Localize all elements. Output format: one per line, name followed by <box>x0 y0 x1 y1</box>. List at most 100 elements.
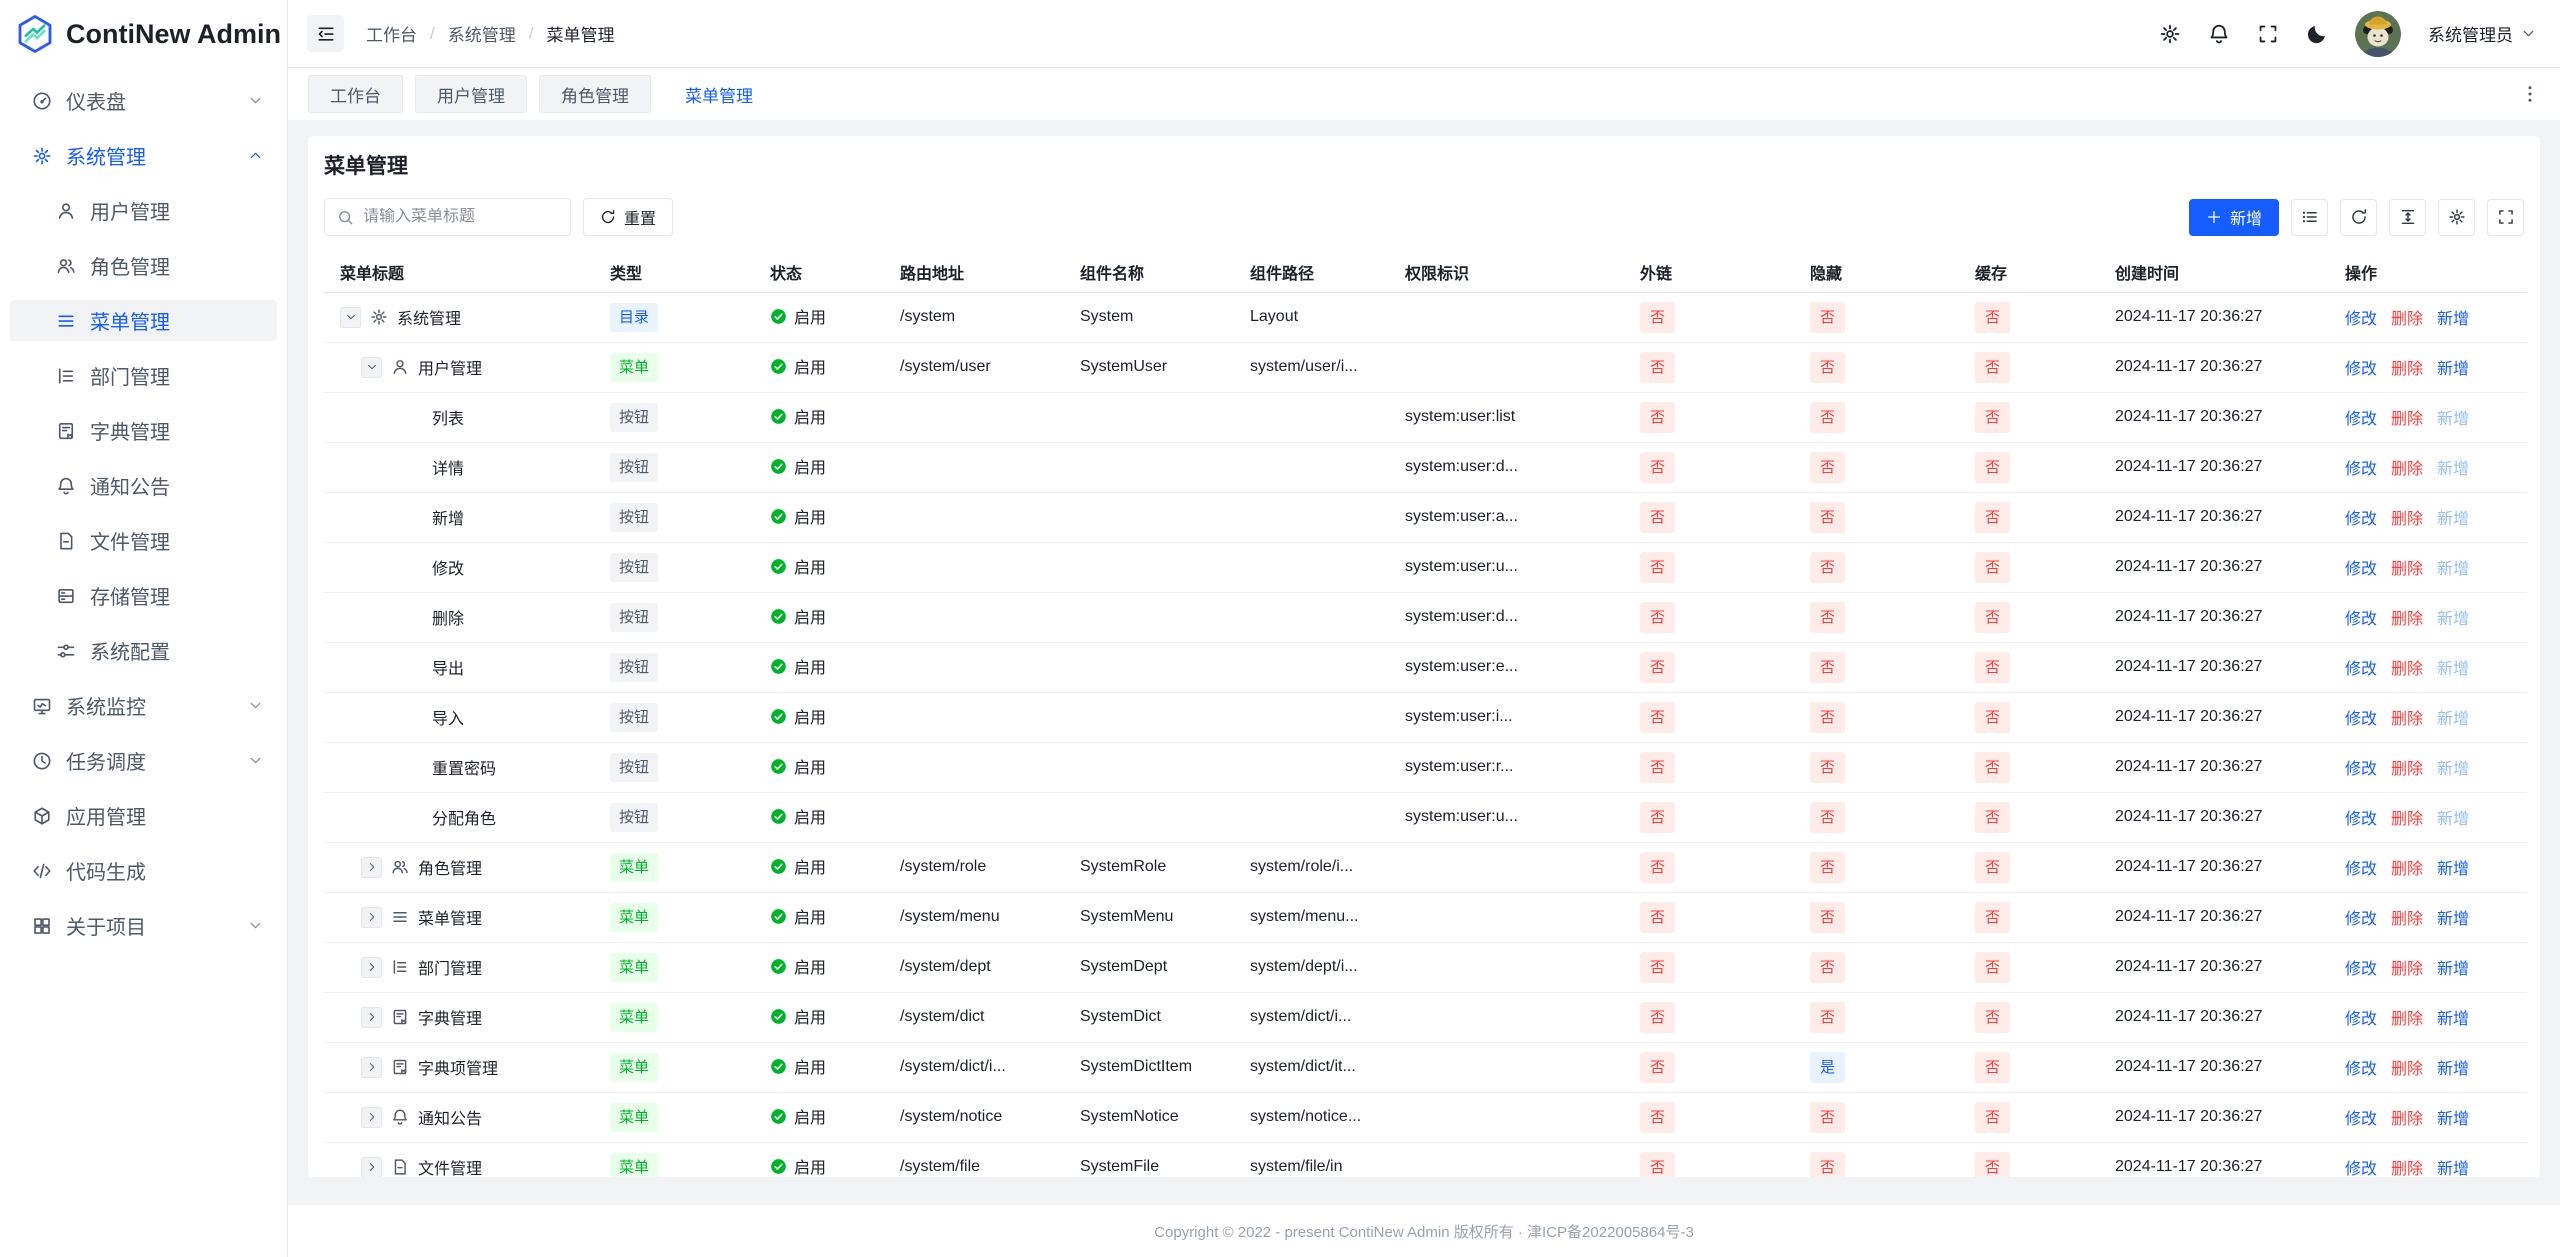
sidebar-item-dict-management[interactable]: 字典管理 <box>10 410 277 451</box>
fullscreen-button[interactable] <box>2257 23 2279 45</box>
delete-row-link[interactable]: 删除 <box>2391 411 2424 428</box>
sidebar-item-code-generation[interactable]: 代码生成 <box>10 850 277 891</box>
edit-row-link[interactable]: 修改 <box>2345 511 2378 528</box>
delete-row-link[interactable]: 删除 <box>2391 711 2424 728</box>
tab-menu-management[interactable]: 菜单管理 <box>663 75 775 113</box>
dict-icon <box>391 1008 409 1026</box>
sidebar-item-system-management[interactable]: 系统管理 <box>10 135 277 176</box>
sidebar-collapse-button[interactable] <box>307 15 344 52</box>
collapse-row-button[interactable] <box>361 356 382 378</box>
sidebar-item-menu-management[interactable]: 菜单管理 <box>10 300 277 341</box>
chevron-down-icon <box>248 698 263 713</box>
edit-row-link[interactable]: 修改 <box>2345 1111 2378 1128</box>
user-menu[interactable]: 系统管理员 <box>2428 21 2536 46</box>
add-child-link[interactable]: 新增 <box>2437 911 2470 928</box>
edit-row-link[interactable]: 修改 <box>2345 761 2378 778</box>
edit-row-link[interactable]: 修改 <box>2345 911 2378 928</box>
add-child-link[interactable]: 新增 <box>2437 961 2470 978</box>
delete-row-link[interactable]: 删除 <box>2391 611 2424 628</box>
check-circle-icon <box>770 858 787 875</box>
expand-row-button[interactable] <box>361 956 382 978</box>
add-child-link[interactable]: 新增 <box>2437 1161 2470 1177</box>
expand-row-button[interactable] <box>361 1156 382 1177</box>
edit-row-link[interactable]: 修改 <box>2345 1061 2378 1078</box>
edit-row-link[interactable]: 修改 <box>2345 661 2378 678</box>
breadcrumb-item[interactable]: 系统管理 <box>447 26 516 45</box>
delete-row-link[interactable]: 删除 <box>2391 961 2424 978</box>
edit-row-link[interactable]: 修改 <box>2345 361 2378 378</box>
add-child-link[interactable]: 新增 <box>2437 1061 2470 1078</box>
edit-row-link[interactable]: 修改 <box>2345 561 2378 578</box>
expand-row-button[interactable] <box>361 1056 382 1078</box>
delete-row-link[interactable]: 删除 <box>2391 661 2424 678</box>
delete-row-link[interactable]: 删除 <box>2391 1111 2424 1128</box>
edit-row-link[interactable]: 修改 <box>2345 861 2378 878</box>
edit-row-link[interactable]: 修改 <box>2345 611 2378 628</box>
component-path-cell: system/dict/i... <box>1234 992 1389 1043</box>
expand-row-button[interactable] <box>361 856 382 878</box>
delete-row-link[interactable]: 删除 <box>2391 511 2424 528</box>
reset-button[interactable]: 重置 <box>583 198 674 236</box>
sidebar-item-system-monitor[interactable]: 系统监控 <box>10 685 277 726</box>
add-child-link[interactable]: 新增 <box>2437 311 2470 328</box>
sidebar-item-storage-management[interactable]: 存储管理 <box>10 575 277 616</box>
sidebar-item-app-management[interactable]: 应用管理 <box>10 795 277 836</box>
delete-row-link[interactable]: 删除 <box>2391 861 2424 878</box>
delete-row-link[interactable]: 删除 <box>2391 461 2424 478</box>
tab-user-management[interactable]: 用户管理 <box>415 75 527 113</box>
sidebar-item-role-management[interactable]: 角色管理 <box>10 245 277 286</box>
sidebar-item-dashboard[interactable]: 仪表盘 <box>10 80 277 121</box>
list-view-button[interactable] <box>2291 198 2328 236</box>
add-child-link[interactable]: 新增 <box>2437 861 2470 878</box>
add-child-link[interactable]: 新增 <box>2437 361 2470 378</box>
row-height-button[interactable] <box>2389 198 2426 236</box>
sidebar-item-about-project[interactable]: 关于项目 <box>10 905 277 946</box>
sidebar-item-dept-management[interactable]: 部门管理 <box>10 355 277 396</box>
collapse-row-button[interactable] <box>340 306 361 328</box>
refresh-button[interactable] <box>2340 198 2377 236</box>
notification-button[interactable] <box>2208 23 2230 45</box>
add-child-link[interactable]: 新增 <box>2437 1111 2470 1128</box>
sidebar-item-notice[interactable]: 通知公告 <box>10 465 277 506</box>
search-input[interactable] <box>363 208 558 226</box>
edit-row-link[interactable]: 修改 <box>2345 461 2378 478</box>
edit-row-link[interactable]: 修改 <box>2345 1161 2378 1177</box>
avatar[interactable] <box>2355 10 2401 57</box>
settings-button[interactable] <box>2159 23 2181 45</box>
delete-row-link[interactable]: 删除 <box>2391 561 2424 578</box>
expand-row-button[interactable] <box>361 906 382 928</box>
delete-row-link[interactable]: 删除 <box>2391 1161 2424 1177</box>
expand-row-button[interactable] <box>361 1006 382 1028</box>
type-badge: 按钮 <box>610 502 659 532</box>
dark-mode-button[interactable] <box>2306 23 2328 45</box>
edit-row-link[interactable]: 修改 <box>2345 961 2378 978</box>
delete-row-link[interactable]: 删除 <box>2391 1011 2424 1028</box>
column-setting-button[interactable] <box>2438 198 2475 236</box>
delete-row-link[interactable]: 删除 <box>2391 811 2424 828</box>
edit-row-link[interactable]: 修改 <box>2345 811 2378 828</box>
sidebar-item-file-management[interactable]: 文件管理 <box>10 520 277 561</box>
sidebar-item-task-schedule[interactable]: 任务调度 <box>10 740 277 781</box>
add-child-link[interactable]: 新增 <box>2437 1011 2470 1028</box>
edit-row-link[interactable]: 修改 <box>2345 411 2378 428</box>
app-logo[interactable]: ContiNew Admin <box>0 0 287 68</box>
add-button[interactable]: 新增 <box>2188 198 2279 236</box>
breadcrumb-item[interactable]: 菜单管理 <box>546 26 615 45</box>
sidebar-item-system-config[interactable]: 系统配置 <box>10 630 277 671</box>
breadcrumb-item[interactable]: 工作台 <box>366 26 417 45</box>
delete-row-link[interactable]: 删除 <box>2391 311 2424 328</box>
delete-row-link[interactable]: 删除 <box>2391 761 2424 778</box>
delete-row-link[interactable]: 删除 <box>2391 1061 2424 1078</box>
edit-row-link[interactable]: 修改 <box>2345 311 2378 328</box>
route-cell: /system/file <box>884 1142 1064 1177</box>
delete-row-link[interactable]: 删除 <box>2391 911 2424 928</box>
tab-role-management[interactable]: 角色管理 <box>539 75 651 113</box>
table-fullscreen-button[interactable] <box>2487 198 2524 236</box>
tab-workbench[interactable]: 工作台 <box>308 75 403 113</box>
sidebar-item-user-management[interactable]: 用户管理 <box>10 190 277 231</box>
tab-more-button[interactable] <box>2520 84 2540 104</box>
edit-row-link[interactable]: 修改 <box>2345 1011 2378 1028</box>
delete-row-link[interactable]: 删除 <box>2391 361 2424 378</box>
expand-row-button[interactable] <box>361 1106 382 1128</box>
edit-row-link[interactable]: 修改 <box>2345 711 2378 728</box>
